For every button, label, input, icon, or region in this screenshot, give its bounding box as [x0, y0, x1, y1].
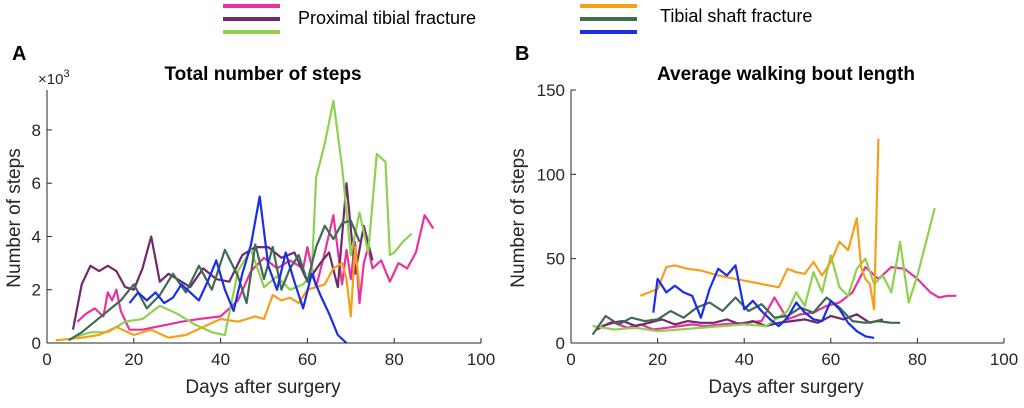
panel-b-series-line-5: [591, 296, 901, 336]
panel-a-xlabel: Days after surgery: [185, 377, 341, 398]
panel-a-plot: 0 20 40 60 80 100 0 2 4 6 8: [32, 90, 495, 369]
panel-b-y-tick-label: 100: [537, 165, 565, 184]
panel-a-label: A: [12, 43, 26, 65]
panel-b-label: B: [515, 43, 529, 65]
panel-a-series-line-3: [72, 99, 413, 339]
panel-b-x-tick-label: 60: [821, 350, 840, 369]
panel-b-ylabel: Number of steps: [508, 148, 529, 287]
legend-label-proximal: Proximal tibial fracture: [298, 8, 476, 28]
panel-a-y-tick-label: 2: [32, 281, 41, 300]
panel-a-exponent: ×103: [38, 68, 70, 88]
panel-a-y-tick-label: 0: [32, 334, 41, 353]
panel-a-x-tick-label: 0: [42, 350, 51, 369]
panel-b-x-tick-label: 100: [990, 350, 1018, 369]
panel-b-x-tick-label: 20: [648, 350, 667, 369]
panel-a-y-tick-label: 8: [32, 121, 41, 140]
panel-b-series-line-1: [601, 266, 957, 331]
panel-b-title: Average walking bout length: [657, 64, 915, 85]
panel-a-x-tick-label: 40: [211, 350, 230, 369]
panel-a-ylabel: Number of steps: [4, 148, 25, 287]
panel-a-y-tick-label: 6: [32, 174, 41, 193]
panel-a-x-tick-label: 20: [124, 350, 143, 369]
panel-b-plot: 0 20 40 60 80 100 0 50 100 150: [537, 81, 1019, 369]
panel-b: B Average walking bout length 0 20 40 60 80 1…: [508, 43, 1018, 398]
panel-a-x-tick-label: 80: [385, 350, 404, 369]
panel-b-series-line-6: [652, 264, 875, 339]
panel-b-x-tick-label: 0: [566, 350, 575, 369]
panel-a-x-tick-label: 100: [467, 350, 495, 369]
panel-b-series-line-2: [596, 313, 884, 331]
panel-b-y-tick-label: 150: [537, 81, 565, 100]
panel-b-y-tick-label: 50: [546, 250, 565, 269]
panel-b-y-tick-label: 0: [556, 334, 565, 353]
panel-a-series-line-1: [76, 214, 435, 331]
panel-a-series-line-5: [68, 219, 361, 342]
legend: Proximal tibial fracture Tibial shaft fr…: [223, 4, 812, 34]
panel-b-x-tick-label: 40: [735, 350, 754, 369]
panel-b-x-tick-label: 80: [908, 350, 927, 369]
panel-b-xlabel: Days after surgery: [708, 377, 864, 398]
legend-label-shaft: Tibial shaft fracture: [660, 6, 812, 26]
panel-a-y-tick-label: 4: [32, 227, 41, 246]
panel-a-series-line-4: [55, 246, 361, 342]
panel-b-series-line-4: [639, 138, 880, 311]
panel-a-title: Total number of steps: [164, 64, 361, 85]
panel-a-series-line-6: [128, 195, 348, 344]
panel-b-series-line-3: [592, 207, 936, 333]
panel-a-x-tick-label: 60: [298, 350, 317, 369]
panel-a: A Total number of steps ×103 0 20 40 60 80 10…: [4, 43, 495, 398]
